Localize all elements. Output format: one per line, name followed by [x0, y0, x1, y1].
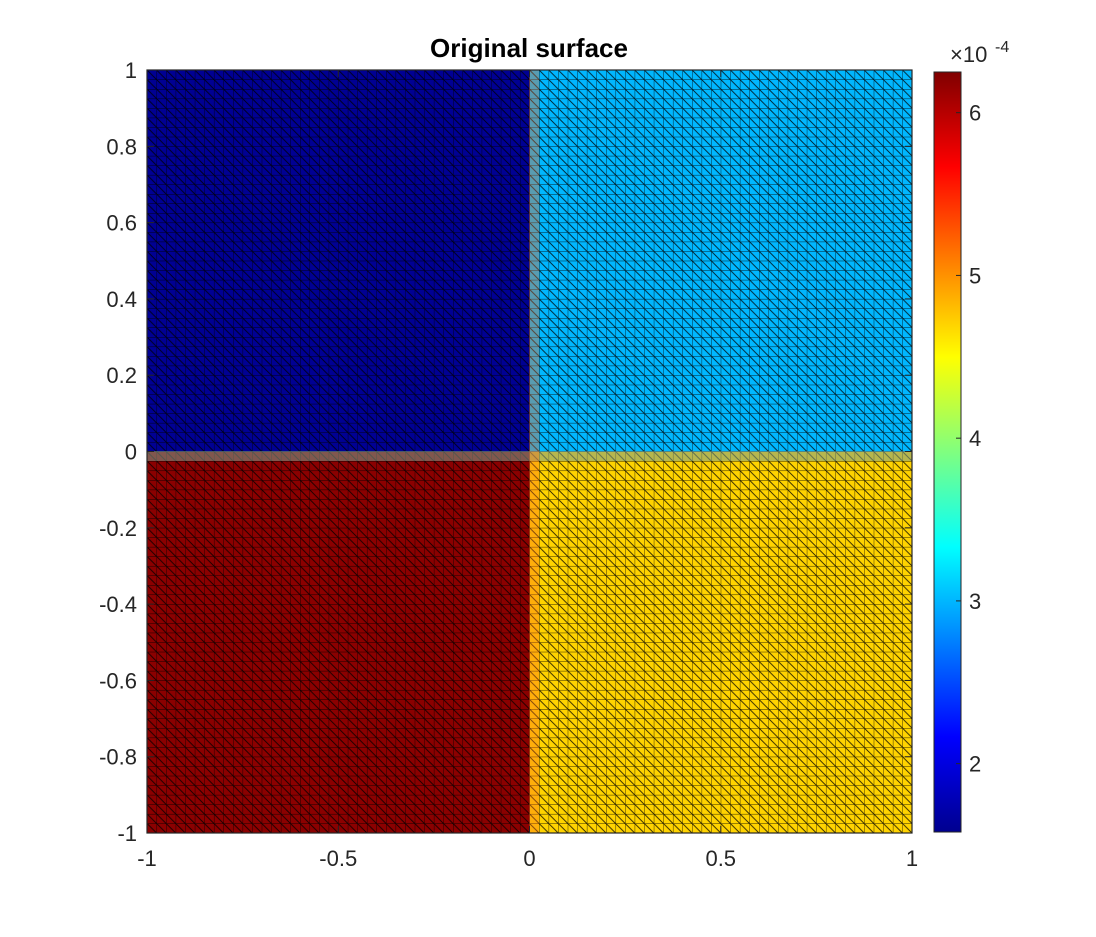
colorbar-exponent-base: ×10 — [950, 42, 987, 67]
x-tick-label: -1 — [137, 846, 157, 871]
y-tick-label: 0 — [125, 440, 137, 465]
x-tick-label: 1 — [906, 846, 918, 871]
x-axis: -1 -0.5 0 0.5 1 — [137, 70, 918, 871]
y-tick-label: -0.2 — [99, 516, 137, 541]
chart-title: Original surface — [430, 33, 628, 63]
y-tick-label: 1 — [125, 58, 137, 83]
zero-line-y — [147, 451, 912, 461]
colorbar-exponent: -4 — [995, 39, 1009, 56]
x-tick-label: -0.5 — [319, 846, 357, 871]
colorbar-tick-label: 4 — [969, 426, 981, 451]
x-tick-label: 0.5 — [705, 846, 736, 871]
y-tick-label: -0.6 — [99, 668, 137, 693]
colorbar-tick-label: 3 — [969, 589, 981, 614]
y-tick-label: 0.4 — [106, 287, 137, 312]
y-tick-label: -1 — [117, 821, 137, 846]
colorbar-tick-label: 2 — [969, 752, 981, 777]
colorbar-axis: 2 3 4 5 6 — [956, 101, 981, 777]
y-tick-label: 0.6 — [106, 211, 137, 236]
colorbar-tick-label: 6 — [969, 101, 981, 126]
y-tick-label: 0.2 — [106, 363, 137, 388]
x-tick-label: 0 — [523, 846, 535, 871]
zero-line-x — [529, 70, 539, 833]
colorbar — [933, 71, 962, 833]
y-tick-label: -0.8 — [99, 745, 137, 770]
colorbar-tick-label: 5 — [969, 263, 981, 288]
y-tick-label: -0.4 — [99, 592, 137, 617]
y-tick-label: 0.8 — [106, 134, 137, 159]
y-axis: 1 0.8 0.6 0.4 0.2 0 -0.2 -0.4 -0.6 -0.8 -1 — [99, 58, 912, 846]
